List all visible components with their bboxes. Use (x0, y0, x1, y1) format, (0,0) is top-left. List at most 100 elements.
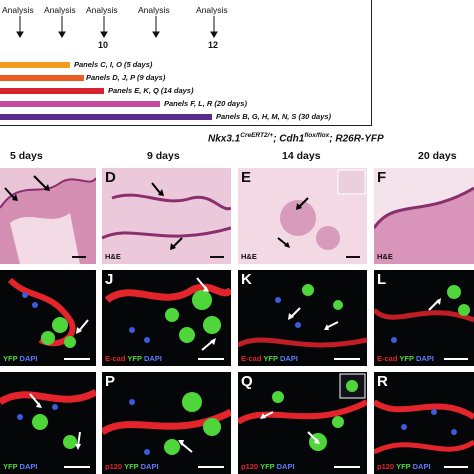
fluor-tissue-o (0, 388, 96, 450)
panel-c-he (0, 168, 96, 264)
stain-labels: p120 YFP DAPI (241, 462, 295, 471)
timeline-box (0, 0, 372, 126)
stain-label-yfp: YFP (3, 354, 18, 363)
stain-label-dapi: DAPI (415, 354, 434, 363)
panel-q-fluor: Q p120 YFP DAPI (238, 372, 367, 474)
stain-labels: E-cad YFP DAPI (241, 354, 298, 363)
bar-20-days (0, 101, 160, 107)
bar-9-days (0, 75, 84, 81)
bar-5-days (0, 62, 70, 68)
analysis-label-3: Analysis (86, 5, 118, 15)
stain-labels: E-cad YFP DAPI (377, 354, 434, 363)
panel-letter-f: F (377, 169, 387, 186)
scale-bar (346, 256, 360, 258)
panel-letter-j: J (105, 271, 114, 288)
fluor-tissue-q (238, 373, 367, 451)
panel-o-fluor: YFP DAPI (0, 372, 96, 474)
stain-labels: E-cad YFP DAPI (105, 354, 162, 363)
genotype-mid-sup: flox/flox (304, 132, 330, 139)
fluor-tissue-j (104, 277, 231, 351)
scale-bar (444, 466, 468, 468)
bar-label-9-days: Panels D, J, P (9 days) (86, 73, 166, 82)
panel-letter-d: D (105, 169, 116, 186)
stain-label-ecad: E-cad (105, 354, 126, 363)
stain-label-he: H&E (105, 252, 121, 261)
analysis-label-1: Analysis (2, 5, 34, 15)
panel-letter-e: E (241, 169, 252, 186)
scale-bar (334, 358, 360, 360)
scale-bar (64, 358, 90, 360)
analysis-label-5: Analysis (196, 5, 228, 15)
bar-label-14-days: Panels E, K, Q (14 days) (108, 86, 194, 95)
scale-bar (444, 358, 468, 360)
bar-label-5-days: Panels C, I, O (5 days) (74, 60, 153, 69)
he-tissue-f (374, 168, 474, 264)
stain-label-yfp: YFP (3, 462, 18, 471)
bar-14-days (0, 88, 104, 94)
scale-bar (210, 256, 224, 258)
stain-label-dapi: DAPI (143, 354, 162, 363)
bar-label-20-days: Panels F, L, R (20 days) (164, 99, 247, 108)
stain-label-yfp: YFP (127, 354, 142, 363)
stain-label-ecad: E-cad (241, 354, 262, 363)
analysis-label-4: Analysis (138, 5, 170, 15)
stain-label-yfp: YFP (396, 462, 411, 471)
stain-label-dapi: DAPI (276, 462, 295, 471)
fluor-tissue-k (238, 284, 367, 348)
stain-label-dapi: DAPI (19, 462, 38, 471)
panel-l-fluor: L E-cad YFP DAPI (374, 270, 474, 366)
panel-k-fluor: K E-cad YFP DAPI (238, 270, 367, 366)
stain-label-p120: p120 (241, 462, 259, 471)
column-header-20-days: 20 days (418, 150, 457, 162)
fluor-tissue-p (102, 392, 231, 455)
scale-bar (334, 466, 360, 468)
panel-j-fluor: J E-cad YFP DAPI (102, 270, 231, 366)
stain-labels: p120 YFP DAPI (105, 462, 159, 471)
stain-label-p120: p120 (377, 462, 395, 471)
scale-bar (198, 466, 224, 468)
column-header-5-days: 5 days (10, 150, 43, 162)
bar-30-days (0, 114, 212, 120)
genotype-label: Nkx3.1CreERT2/+; Cdh1flox/flox; R26R-YFP (208, 132, 384, 144)
stain-labels: YFP DAPI (3, 462, 37, 471)
panel-d-he: D H&E (102, 168, 231, 264)
stain-label-dapi: DAPI (19, 354, 38, 363)
panel-e-he: E H&E (238, 168, 367, 264)
scale-bar (64, 466, 90, 468)
panel-letter-r: R (377, 373, 388, 390)
stain-labels: p120 YFP DAPI (377, 462, 431, 471)
panel-i-fluor: YFP DAPI (0, 270, 96, 366)
fluor-tissue-r (374, 399, 474, 455)
he-tissue-d (102, 168, 231, 264)
stain-label-yfp: YFP (260, 462, 275, 471)
stain-label-yfp: YFP (124, 462, 139, 471)
stain-label-he: H&E (377, 252, 393, 261)
tick-12: 12 (208, 40, 219, 50)
genotype-suffix: ; R26R-YFP (329, 133, 384, 145)
stain-label-dapi: DAPI (140, 462, 159, 471)
genotype-prefix: Nkx3.1 (208, 133, 241, 145)
genotype-mid: ; Cdh1 (273, 133, 305, 145)
timeline-arrows (16, 16, 218, 38)
column-header-14-days: 14 days (282, 150, 321, 162)
he-tissue-c (0, 175, 96, 264)
panel-f-he: F H&E (374, 168, 474, 264)
panel-letter-q: Q (241, 373, 253, 390)
panel-letter-l: L (377, 271, 387, 288)
column-header-9-days: 9 days (147, 150, 180, 162)
panel-letter-k: K (241, 271, 252, 288)
stain-label-yfp: YFP (263, 354, 278, 363)
stain-label-yfp: YFP (399, 354, 414, 363)
tick-10: 10 (98, 40, 109, 50)
he-tissue-e (238, 168, 367, 264)
panel-letter-p: P (105, 373, 116, 390)
fluor-tissue-i (7, 277, 89, 348)
fluor-tissue-l (374, 285, 474, 343)
stain-label-ecad: E-cad (377, 354, 398, 363)
genotype-prefix-sup: CreERT2/+ (240, 132, 274, 139)
panel-r-fluor: R p120 YFP DAPI (374, 372, 474, 474)
bar-label-30-days: Panels B, G, H, M, N, S (30 days) (216, 112, 332, 121)
stain-label-p120: p120 (105, 462, 123, 471)
panel-p-fluor: P p120 YFP DAPI (102, 372, 231, 474)
stain-label-dapi: DAPI (412, 462, 431, 471)
